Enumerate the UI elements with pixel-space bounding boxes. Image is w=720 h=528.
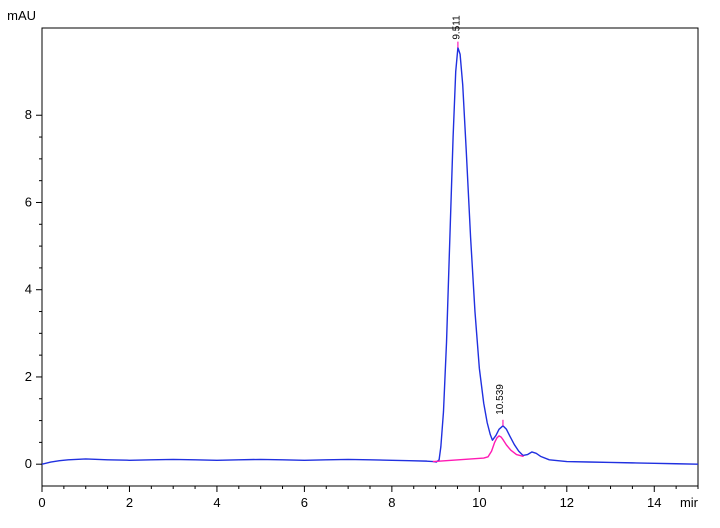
x-tick-label: 12 bbox=[560, 495, 574, 510]
y-tick-label: 6 bbox=[25, 194, 32, 209]
peak-label: 10.539 bbox=[495, 384, 506, 415]
x-tick-label: 6 bbox=[301, 495, 308, 510]
x-axis-label: mir bbox=[680, 495, 699, 510]
peak-label: 9.511 bbox=[452, 15, 463, 40]
x-tick-label: 8 bbox=[388, 495, 395, 510]
x-tick-label: 2 bbox=[126, 495, 133, 510]
y-tick-label: 2 bbox=[25, 369, 32, 384]
x-tick-label: 14 bbox=[647, 495, 661, 510]
y-axis-label: mAU bbox=[7, 8, 36, 23]
chromatogram-chart: 0 2 4 6 8 10 12 14 0 2 4 6 8 mAU mir 9.511 10.539 bbox=[0, 0, 720, 528]
x-tick-label: 10 bbox=[472, 495, 486, 510]
y-tick-label: 0 bbox=[25, 456, 32, 471]
y-tick-label: 4 bbox=[25, 282, 32, 297]
y-tick-label: 8 bbox=[25, 107, 32, 122]
x-tick-label: 4 bbox=[213, 495, 220, 510]
x-tick-label: 0 bbox=[38, 495, 45, 510]
plot-border bbox=[42, 28, 698, 486]
